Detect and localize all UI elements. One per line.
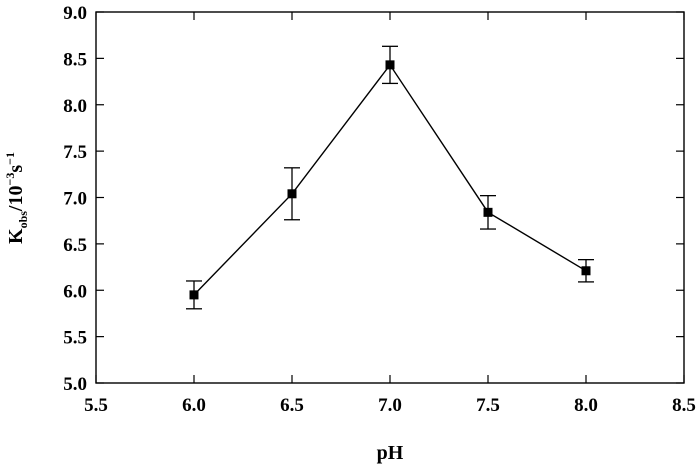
y-tick-label: 5.5	[63, 328, 87, 349]
y-tick-label: 5.0	[63, 374, 87, 395]
y-tick-label: 9.0	[63, 3, 87, 24]
y-tick-label: 7.5	[63, 142, 87, 163]
series-line	[193, 63, 587, 296]
data-point	[287, 189, 297, 199]
x-tick-label: 8.0	[574, 395, 598, 416]
data-point	[385, 60, 395, 70]
data-points	[189, 60, 591, 300]
y-axis-title-unit-prefix: /10	[5, 186, 27, 213]
y-tick-label: 6.0	[63, 281, 87, 302]
y-axis-title-unit-mid: s	[5, 165, 27, 173]
x-tick-label: 8.5	[672, 395, 696, 416]
series-line-group	[193, 63, 587, 296]
y-tick-label: 8.5	[63, 49, 87, 70]
y-tick-label: 7.0	[63, 189, 87, 210]
x-tick-label: 6.0	[182, 395, 206, 416]
error-bars	[186, 45, 594, 310]
x-tick-label: 7.5	[476, 395, 500, 416]
data-point	[189, 290, 199, 300]
x-tick-label: 5.5	[84, 395, 108, 416]
y-axis-title-exp2: −1	[3, 152, 17, 165]
y-tick-label: 6.5	[63, 235, 87, 256]
y-axis-title-exp1: −3	[3, 173, 17, 186]
x-axis-title: pH	[377, 442, 404, 464]
y-axis-title-main: K	[5, 228, 27, 244]
y-axis-title-subscript: obs	[16, 211, 30, 229]
x-tick-label: 7.0	[378, 395, 402, 416]
y-axis-title: Kobs/10−3s−1	[3, 152, 30, 244]
x-tick-label: 6.5	[280, 395, 304, 416]
y-tick-label: 8.0	[63, 96, 87, 117]
tick-labels: 5.5 6.0 6.5 7.0 7.5 8.0 8.55.05.56.06.57.07.58…	[63, 3, 696, 416]
tick-marks	[95, 11, 685, 384]
data-point	[483, 207, 493, 217]
data-point	[581, 266, 591, 276]
